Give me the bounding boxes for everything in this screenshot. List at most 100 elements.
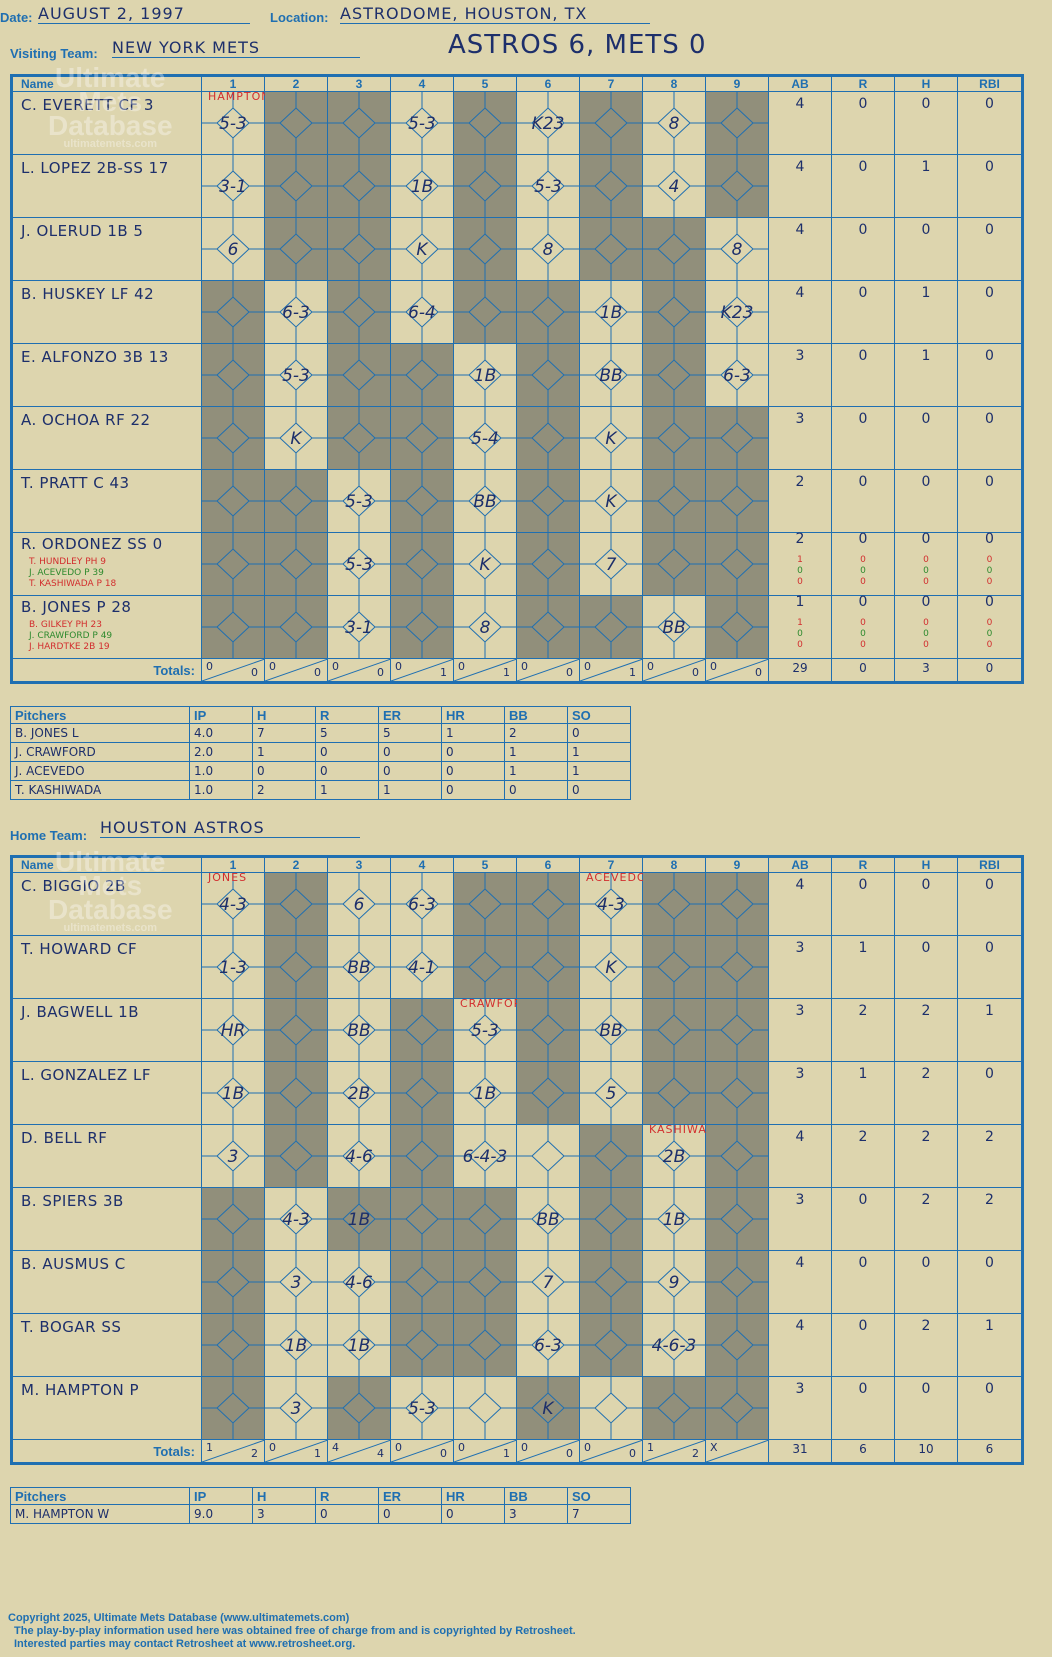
vis-batter-row: C. EVERETT CF 3 5-3 HAMPTON 5-3 K23 8 4 0 0 0 <box>12 90 1022 155</box>
vis-inning-9-cell <box>705 469 769 533</box>
base-diamond <box>391 344 454 406</box>
vis-pitcher-row: J. CRAWFORD 2.0 1 0 0 0 1 1 <box>10 742 631 762</box>
home-col-9: 9 <box>705 857 769 873</box>
base-diamond <box>706 596 769 658</box>
base-diamond <box>454 92 517 154</box>
vis-inning-6-cell <box>516 343 580 407</box>
home-inning-1-cell: 1-3 <box>201 935 265 999</box>
vis-inning-4-cell <box>390 343 454 407</box>
vis-batter-cell: A. OCHOA RF 22 <box>12 406 202 470</box>
inning-runs: 0 <box>647 660 654 673</box>
play-result: 6 <box>353 895 365 915</box>
substitute-name: J. ACEVEDO P 39 <box>29 568 104 578</box>
home-h-cell: 2 <box>894 1187 958 1251</box>
inning-hits: 1 <box>503 1447 510 1460</box>
inning-hits: 0 <box>377 666 384 679</box>
pitcher-change-mark: JONES <box>208 871 248 884</box>
substitute-name: T. HUNDLEY PH 9 <box>29 557 107 567</box>
base-diamond <box>643 936 706 998</box>
home-inning-6-cell: K <box>516 1376 580 1440</box>
home-rbi-cell: 2 <box>957 1124 1022 1188</box>
batter-name: E. ALFONZO 3B 13 <box>21 348 169 366</box>
home-inning-4-cell <box>390 1061 454 1125</box>
play-result: 1B <box>473 366 497 386</box>
base-diamond <box>454 596 517 658</box>
home-r-cell: 2 <box>831 1124 895 1188</box>
play-result: K <box>605 429 617 449</box>
batter-rbi: 0 <box>985 285 994 301</box>
play-result: 5-3 <box>408 114 436 134</box>
play-result: 8 <box>479 618 491 638</box>
play-result: 4 <box>668 177 680 197</box>
vis-ab-cell: 4 <box>768 91 832 155</box>
base-diamond <box>391 533 454 595</box>
play-result: 8 <box>731 240 743 260</box>
play-result: 7 <box>605 555 617 575</box>
home-inning-2-cell: 3 <box>264 1376 328 1440</box>
batter-name: J. OLERUD 1B 5 <box>21 222 144 240</box>
home-ab-cell: 4 <box>768 1124 832 1188</box>
base-diamond <box>706 533 769 595</box>
play-result: BB <box>599 366 623 386</box>
home-rbi-cell: 0 <box>957 1376 1022 1440</box>
substitute-ab: 0 <box>797 629 803 639</box>
home-inning-1-cell: 1B <box>201 1061 265 1125</box>
batter-r: 2 <box>858 1003 868 1019</box>
vis-inning-4-cell: 5-3 <box>390 91 454 155</box>
home-batter-row: C. BIGGIO 2B 4-3 JONES 6 6-3 4-3 ACEVEDO 4 0 0 0 <box>12 871 1022 936</box>
vis-total-r: 0 <box>831 658 895 682</box>
vis-col-ab: AB <box>768 76 832 92</box>
play-result: 3 <box>290 1399 302 1419</box>
home-batter-row: L. GONZALEZ LF 1B 2B 1B 5 3 1 2 0 <box>12 1061 1022 1125</box>
pitching-col-header: Pitchers <box>10 706 190 724</box>
home-inning-4-cell: 6-3 <box>390 872 454 936</box>
home-inning-8-cell <box>642 998 706 1062</box>
vis-inning-4-cell <box>390 469 454 533</box>
vis-inning-6-cell: K23 <box>516 91 580 155</box>
home-col-3: 3 <box>327 857 391 873</box>
base-diamond <box>265 281 328 343</box>
team-total-rbi: 0 <box>985 661 994 675</box>
inning-hits: 0 <box>440 1447 447 1460</box>
batter-r: 0 <box>858 1192 868 1208</box>
base-diamond <box>328 1188 391 1250</box>
batter-name: B. JONES P 28 <box>21 598 132 616</box>
pitching-col-header: H <box>252 706 316 724</box>
base-diamond <box>643 873 706 935</box>
vis-inning-9-cell <box>705 406 769 470</box>
batter-h: 1 <box>921 348 931 364</box>
inning-hits: 2 <box>251 1447 258 1460</box>
base-diamond <box>328 155 391 217</box>
substitute-h: 0 <box>923 577 929 587</box>
substitute-r: 0 <box>860 555 866 565</box>
vis-batter-cell: C. EVERETT CF 3 <box>12 91 202 155</box>
base-diamond <box>202 533 265 595</box>
vis-inning-2-cell <box>264 217 328 281</box>
base-diamond <box>265 1062 328 1124</box>
vis-inning-5-cell: 5-4 <box>453 406 517 470</box>
base-diamond <box>517 155 580 217</box>
vis-header-row: Name 1 2 3 4 5 6 7 8 9 AB R H RBI <box>12 76 1022 92</box>
vis-totals-row: Totals: 0 0 0 0 0 0 0 1 0 1 0 0 0 1 0 0 0 0 29 0 3 0 <box>12 658 1022 682</box>
home-inning-3-cell <box>327 1376 391 1440</box>
vis-batter-cell: B. JONES P 28 B. GILKEY PH 23 J. CRAWFORD … <box>12 595 202 659</box>
play-result: K <box>605 492 617 512</box>
home-inning-3-cell: BB <box>327 998 391 1062</box>
batter-name: M. HAMPTON P <box>21 1381 140 1399</box>
base-diamond <box>517 1377 580 1439</box>
home-r-cell: 1 <box>831 935 895 999</box>
base-diamond <box>265 344 328 406</box>
home-inning-3-cell: BB <box>327 935 391 999</box>
base-diamond <box>202 470 265 532</box>
vis-h-cell: 1 <box>894 280 958 344</box>
base-diamond <box>643 470 706 532</box>
inning-hits: 0 <box>755 666 762 679</box>
home-inning-9-cell <box>705 935 769 999</box>
pitching-stat: 0 <box>567 780 631 800</box>
vis-ab-cell: 3 <box>768 343 832 407</box>
batter-ab: 4 <box>795 222 805 238</box>
substitute-name: B. GILKEY PH 23 <box>29 620 102 630</box>
batter-rbi: 0 <box>985 96 994 112</box>
